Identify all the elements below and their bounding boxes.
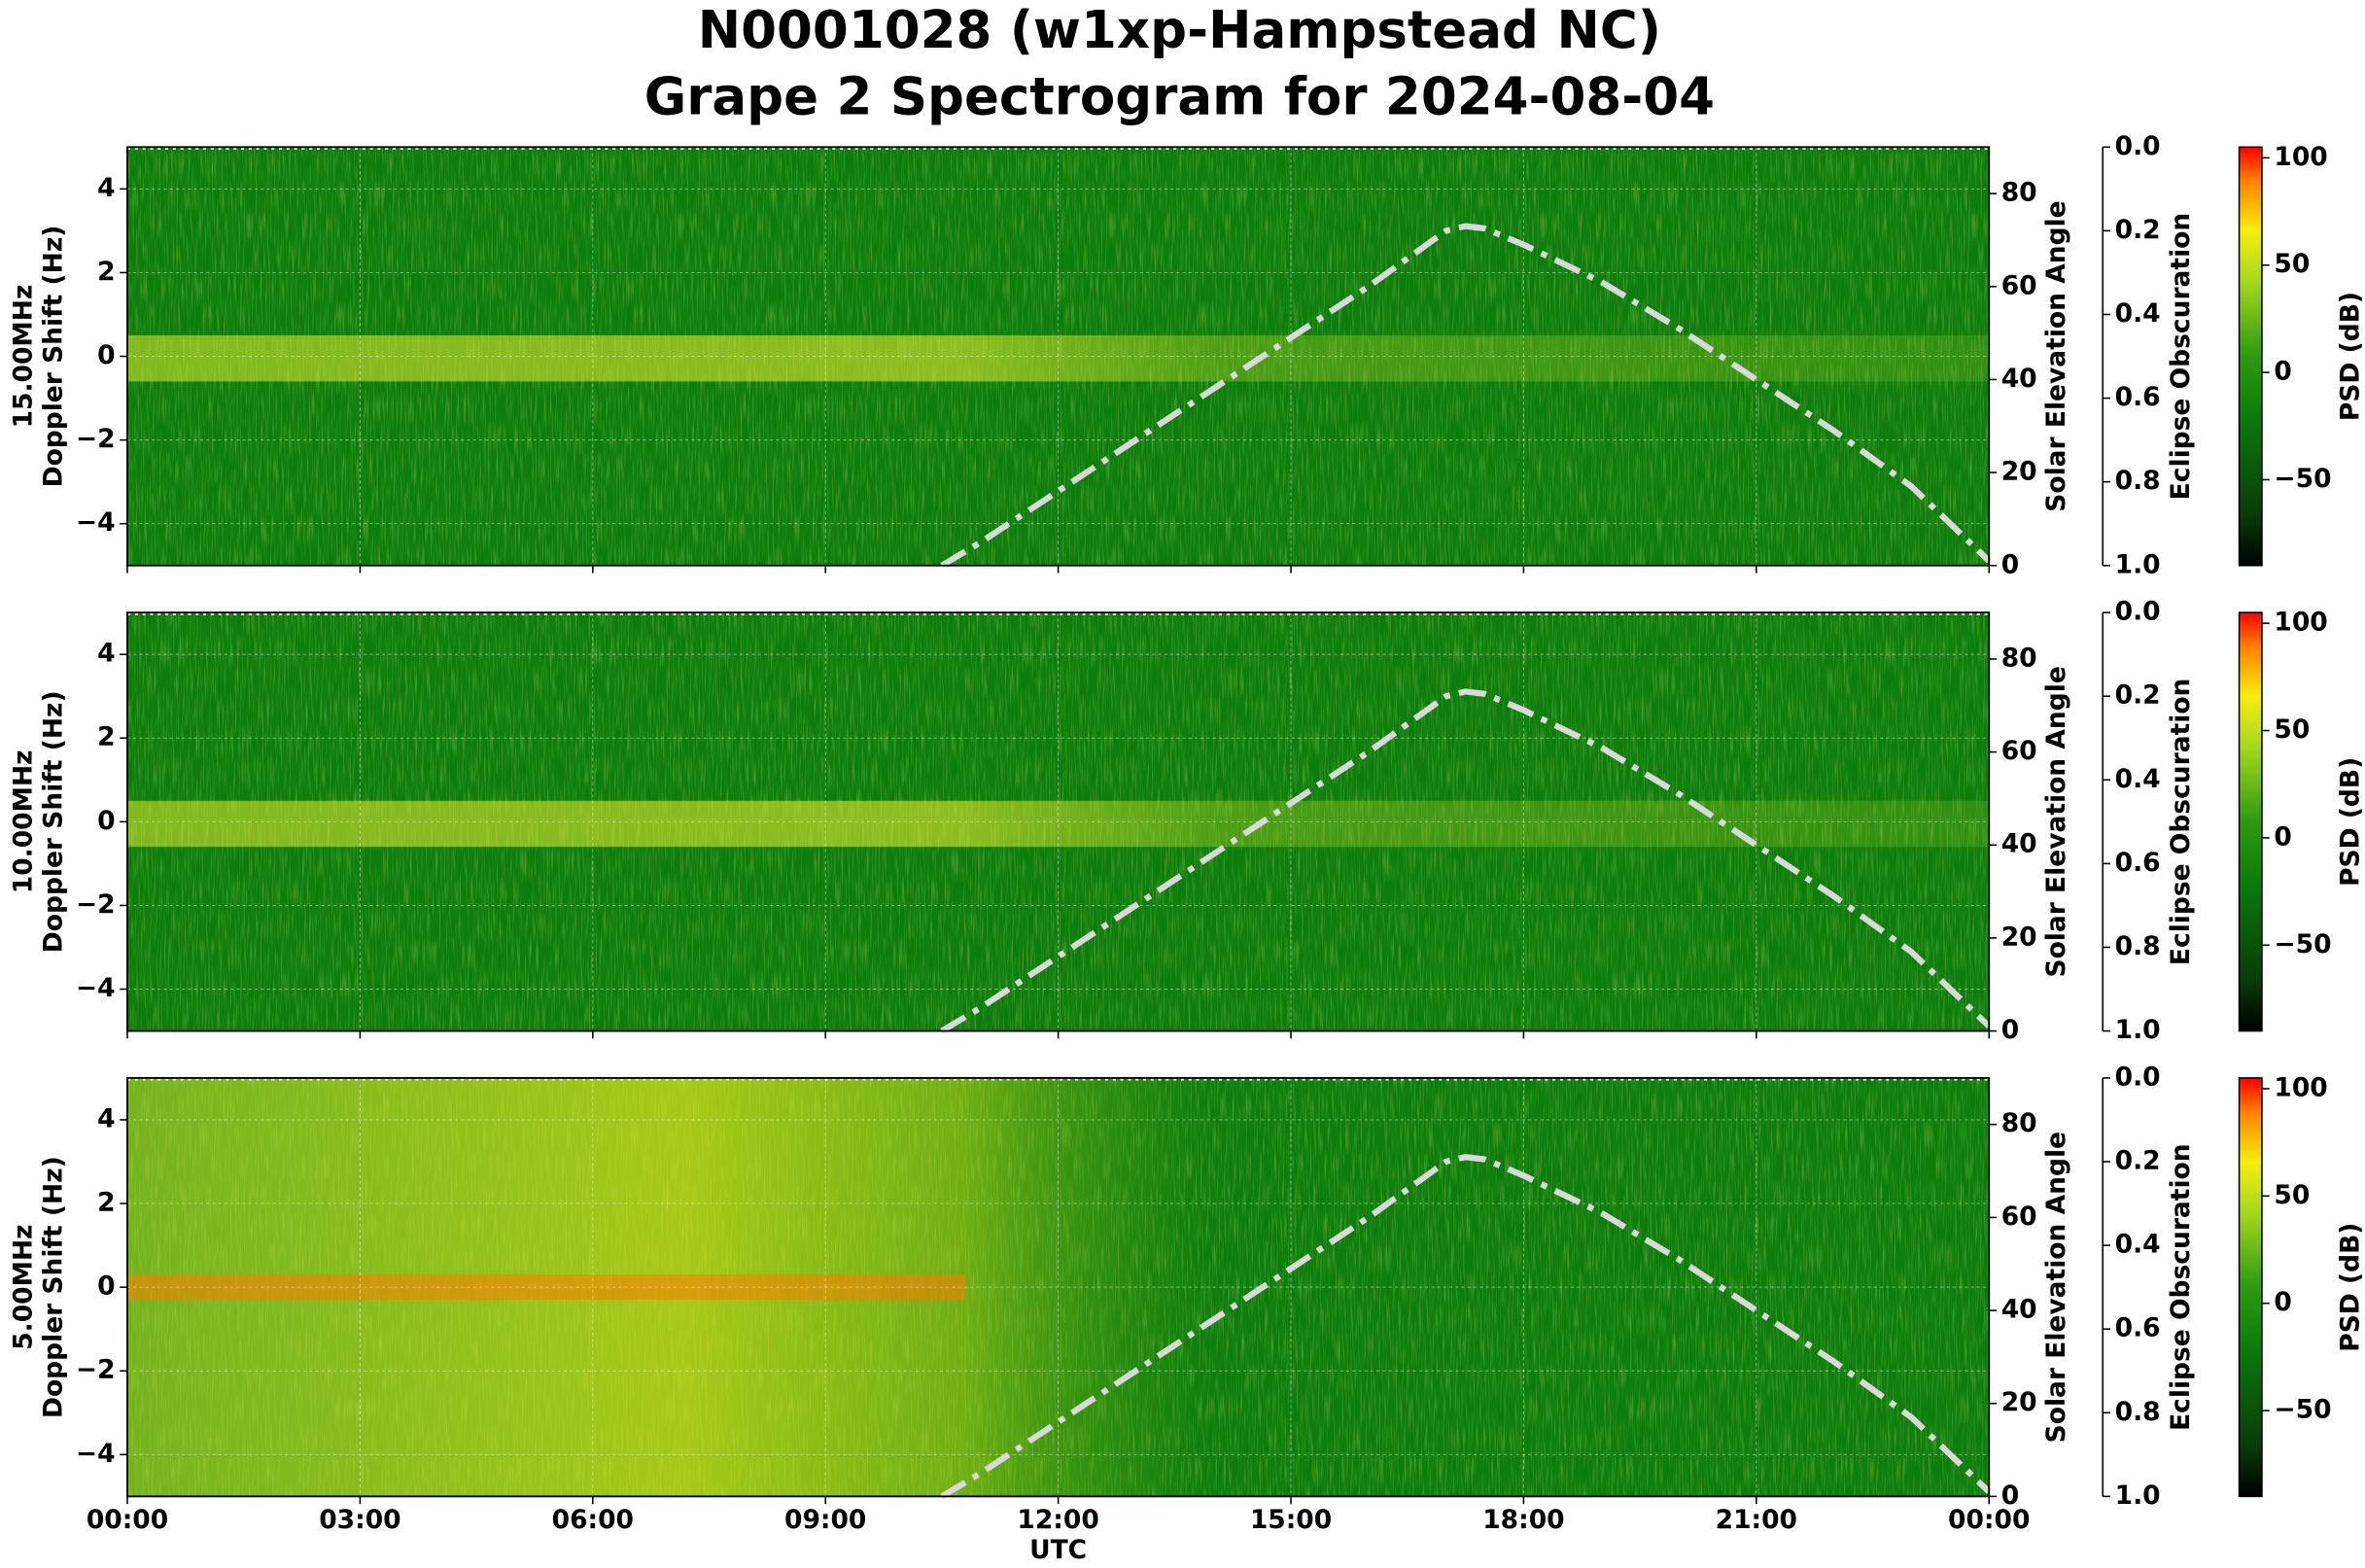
y3-tick-label: 0.4 [2115,764,2161,794]
y2-tick-label: 80 [2001,178,2037,208]
y3-tick-label: 0.2 [2115,680,2161,711]
y-tick-label: −4 [76,507,116,538]
y2-tick-label: 40 [2001,1295,2037,1325]
x-tick-label: 09:00 [784,1505,866,1535]
y2-axis-label: Solar Elevation Angle [2041,1132,2071,1443]
colorbar [2238,611,2263,1032]
y2-tick-label: 20 [2001,457,2037,487]
y-tick-label: 4 [97,639,115,669]
y2-tick-label: 80 [2001,643,2037,673]
y2-tick-label: 0 [2001,1015,2019,1045]
y3-tick-label: 0.2 [2115,215,2161,245]
y2-tick-label: 0 [2001,549,2019,579]
y-tick-label: 4 [97,1103,115,1133]
y3-tick-label: 0.6 [2115,848,2161,878]
y-tick-label: 2 [97,257,115,287]
y-axis-label: 5.00MHz [8,1224,38,1349]
colorbar-tick-label: 100 [2274,142,2327,172]
y-tick-label: −4 [76,1439,116,1469]
x-tick-label: 00:00 [1948,1505,2030,1535]
colorbar-tick-label: 50 [2274,1180,2310,1210]
y2-axis-label: Solar Elevation Angle [2041,666,2071,977]
colorbar [2238,1077,2263,1498]
colorbar-tick-label: 0 [2274,1287,2291,1317]
y-tick-label: 0 [97,340,115,370]
plot-frame [126,611,1991,1032]
y3-tick-label: 0.4 [2115,1230,2161,1260]
y-tick-label: 4 [97,173,115,203]
x-tick-label: 06:00 [552,1505,634,1535]
y-axis-label: Doppler Shift (Hz) [39,1156,69,1418]
y-tick-label: −2 [76,889,116,920]
y-tick-label: 2 [97,722,115,752]
colorbar-tick-label: −50 [2274,464,2331,494]
y-tick-label: 0 [97,806,115,836]
x-tick-label: 18:00 [1482,1505,1564,1535]
colorbar-label: PSD (dB) [2335,292,2365,421]
y-tick-label: 2 [97,1188,115,1218]
colorbar-tick-label: 0 [2274,821,2291,852]
x-tick-label: 21:00 [1716,1505,1797,1535]
x-tick-label: 12:00 [1017,1505,1098,1535]
colorbar-tick-label: 50 [2274,714,2310,745]
y2-tick-label: 20 [2001,1387,2037,1417]
y3-tick-label: 0.8 [2115,931,2161,961]
y3-tick-label: 1.0 [2115,1481,2161,1511]
y-tick-label: 0 [97,1272,115,1302]
solar-elevation-line [940,223,1992,569]
y3-tick-label: 0.6 [2115,382,2161,412]
y3-axis-label: Eclipse Obscuration [2166,213,2196,501]
colorbar-tick-label: 50 [2274,249,2310,279]
colorbar-label: PSD (dB) [2335,757,2365,887]
colorbar-tick-label: 0 [2274,357,2291,387]
y2-tick-label: 60 [2001,270,2037,300]
x-tick-label: 00:00 [87,1505,168,1535]
y3-tick-label: 0.0 [2115,131,2161,161]
plot-frame [126,146,1991,567]
y-axis-label: Doppler Shift (Hz) [39,690,69,953]
y2-axis-label: Solar Elevation Angle [2041,200,2071,511]
y3-tick-label: 0.0 [2115,1062,2161,1092]
y-axis-label: Doppler Shift (Hz) [39,226,69,488]
colorbar [2238,146,2263,567]
colorbar-tick-label: −50 [2274,929,2331,959]
y2-tick-label: 60 [2001,1202,2037,1232]
y2-tick-label: 20 [2001,922,2037,952]
x-tick-label: 15:00 [1250,1505,1332,1535]
y2-tick-label: 80 [2001,1108,2037,1138]
y2-tick-label: 40 [2001,364,2037,394]
x-tick-label: 03:00 [319,1505,400,1535]
y3-tick-label: 0.6 [2115,1313,2161,1343]
y3-tick-label: 1.0 [2115,1015,2161,1045]
y3-tick-label: 0.4 [2115,298,2161,329]
title-line: Grape 2 Spectrogram for 2024-08-04 [644,67,1715,127]
y-tick-label: −4 [76,973,116,1003]
solar-elevation-line [940,1154,1992,1500]
y2-tick-label: 40 [2001,829,2037,859]
colorbar-tick-label: 100 [2274,608,2327,638]
y2-tick-label: 60 [2001,736,2037,766]
colorbar-tick-label: 100 [2274,1072,2327,1102]
y3-axis-label: Eclipse Obscuration [2166,1143,2196,1431]
y3-axis-label: Eclipse Obscuration [2166,679,2196,966]
x-axis-label: UTC [1029,1535,1087,1565]
title-line: N0001028 (w1xp-Hampstead NC) [698,0,1661,60]
colorbar-label: PSD (dB) [2335,1223,2365,1352]
y3-tick-label: 0.2 [2115,1146,2161,1176]
y-axis-label: 10.00MHz [8,749,38,893]
plot-frame [126,1076,1991,1498]
y-tick-label: −2 [76,424,116,454]
colorbar-tick-label: −50 [2274,1395,2331,1425]
solar-elevation-line [940,688,1992,1034]
y-axis-label: 15.00MHz [8,285,38,429]
y3-tick-label: 0.8 [2115,1397,2161,1427]
y3-tick-label: 0.8 [2115,466,2161,496]
y3-tick-label: 0.0 [2115,597,2161,627]
y-tick-label: −2 [76,1355,116,1385]
y2-tick-label: 0 [2001,1481,2019,1511]
y3-tick-label: 1.0 [2115,549,2161,579]
